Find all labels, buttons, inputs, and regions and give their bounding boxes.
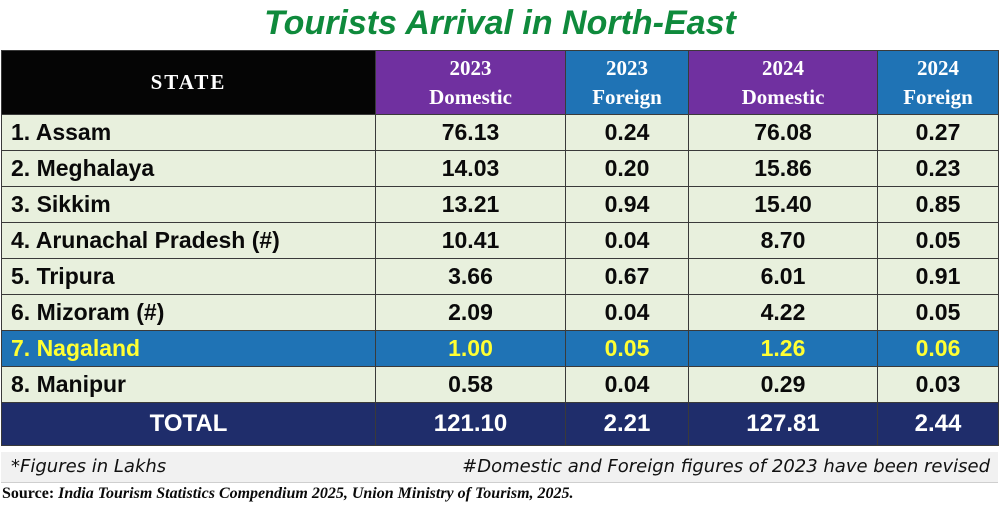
- domestic-2024: 15.86: [688, 150, 878, 187]
- total-domestic-2023: 121.10: [375, 402, 566, 446]
- header-row: STATE 2023 Domestic 2023 Foreign 2024 Domes…: [1, 50, 999, 115]
- table-row: 4. Arunachal Pradesh (#) 10.41 0.04 8.70…: [1, 222, 999, 259]
- header-type: Foreign: [592, 84, 662, 109]
- tourist-arrivals-table: STATE 2023 Domestic 2023 Foreign 2024 Domes…: [1, 50, 999, 446]
- foreign-2024: 0.03: [877, 366, 999, 403]
- domestic-2024: 8.70: [688, 222, 878, 259]
- state-name: 5. Tripura: [1, 258, 376, 295]
- header-2023-domestic: 2023 Domestic: [375, 50, 566, 115]
- foreign-2023: 0.24: [565, 114, 689, 151]
- domestic-2023: 10.41: [375, 222, 566, 259]
- domestic-2023: 3.66: [375, 258, 566, 295]
- page-title: Tourists Arrival in North-East: [264, 4, 736, 42]
- domestic-2023: 1.00: [375, 330, 566, 367]
- domestic-2024: 1.26: [688, 330, 878, 367]
- footnote-revision: #Domestic and Foreign figures of 2023 ha…: [462, 456, 990, 477]
- foreign-2024: 0.23: [877, 150, 999, 187]
- foreign-2024: 0.91: [877, 258, 999, 295]
- header-2024-foreign: 2024 Foreign: [877, 50, 999, 115]
- foreign-2023: 0.04: [565, 366, 689, 403]
- source-label: Source:: [2, 485, 55, 502]
- domestic-2023: 0.58: [375, 366, 566, 403]
- foreign-2024: 0.85: [877, 186, 999, 223]
- foreign-2023: 0.05: [565, 330, 689, 367]
- header-year: 2024: [762, 55, 804, 80]
- footnote-bar: *Figures in Lakhs #Domestic and Foreign …: [1, 452, 998, 483]
- state-name: 2. Meghalaya: [1, 150, 376, 187]
- state-name: 6. Mizoram (#): [1, 294, 376, 331]
- foreign-2023: 0.04: [565, 294, 689, 331]
- foreign-2023: 0.20: [565, 150, 689, 187]
- domestic-2023: 76.13: [375, 114, 566, 151]
- domestic-2024: 76.08: [688, 114, 878, 151]
- foreign-2023: 0.94: [565, 186, 689, 223]
- domestic-2023: 2.09: [375, 294, 566, 331]
- domestic-2024: 0.29: [688, 366, 878, 403]
- table-row: 1. Assam 76.13 0.24 76.08 0.27: [1, 114, 999, 151]
- total-domestic-2024: 127.81: [688, 402, 878, 446]
- domestic-2024: 6.01: [688, 258, 878, 295]
- table-row: 5. Tripura 3.66 0.67 6.01 0.91: [1, 258, 999, 295]
- table-row: 6. Mizoram (#) 2.09 0.04 4.22 0.05: [1, 294, 999, 331]
- state-name: 7. Nagaland: [1, 330, 376, 367]
- table-row: 8. Manipur 0.58 0.04 0.29 0.03: [1, 366, 999, 403]
- header-year: 2023: [449, 55, 492, 80]
- header-2024-domestic: 2024 Domestic: [688, 50, 878, 115]
- domestic-2024: 4.22: [688, 294, 878, 331]
- table-row-highlighted: 7. Nagaland 1.00 0.05 1.26 0.06: [1, 330, 999, 367]
- total-foreign-2023: 2.21: [565, 402, 689, 446]
- state-name: 4. Arunachal Pradesh (#): [1, 222, 376, 259]
- domestic-2023: 14.03: [375, 150, 566, 187]
- foreign-2024: 0.05: [877, 294, 999, 331]
- state-name: 8. Manipur: [1, 366, 376, 403]
- header-type: Foreign: [903, 84, 973, 109]
- state-name: 3. Sikkim: [1, 186, 376, 223]
- foreign-2023: 0.04: [565, 222, 689, 259]
- header-2023-foreign: 2023 Foreign: [565, 50, 689, 115]
- foreign-2024: 0.06: [877, 330, 999, 367]
- header-year: 2024: [917, 55, 959, 80]
- total-foreign-2024: 2.44: [877, 402, 999, 446]
- table-row: 2. Meghalaya 14.03 0.20 15.86 0.23: [1, 150, 999, 187]
- header-state: STATE: [1, 50, 376, 115]
- total-label: TOTAL: [1, 402, 376, 446]
- footnote-units: *Figures in Lakhs: [11, 456, 167, 477]
- domestic-2024: 15.40: [688, 186, 878, 223]
- foreign-2024: 0.27: [877, 114, 999, 151]
- state-name: 1. Assam: [1, 114, 376, 151]
- header-type: Domestic: [429, 84, 512, 109]
- domestic-2023: 13.21: [375, 186, 566, 223]
- total-row: TOTAL 121.10 2.21 127.81 2.44: [1, 402, 999, 446]
- source-citation: Source: India Tourism Statistics Compend…: [2, 485, 574, 503]
- header-type: Domestic: [741, 84, 825, 109]
- foreign-2024: 0.05: [877, 222, 999, 259]
- source-text: India Tourism Statistics Compendium 2025…: [58, 485, 574, 502]
- table-row: 3. Sikkim 13.21 0.94 15.40 0.85: [1, 186, 999, 223]
- foreign-2023: 0.67: [565, 258, 689, 295]
- header-year: 2023: [606, 55, 648, 80]
